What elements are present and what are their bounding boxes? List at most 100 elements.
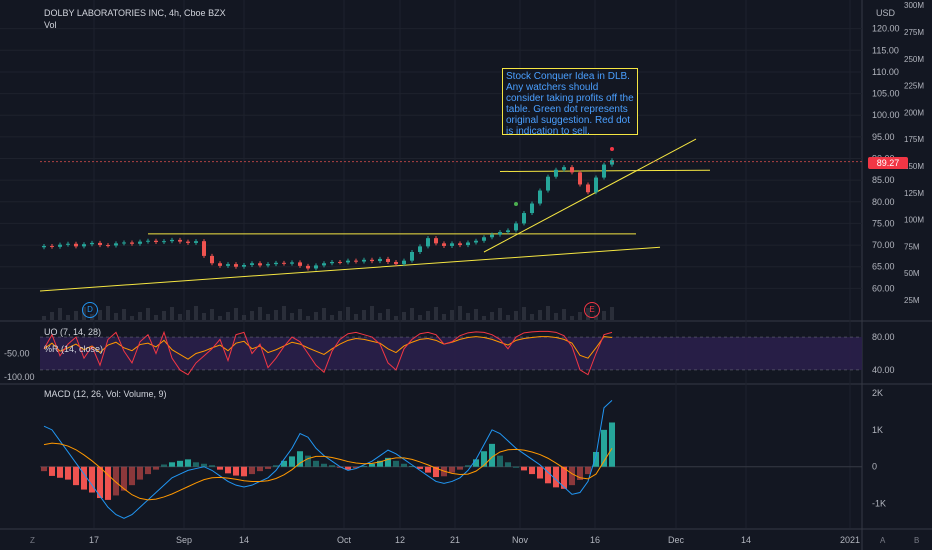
volume-bar [426,311,430,320]
candle [370,259,374,262]
candle [386,258,390,262]
candle [594,177,598,193]
event-marker-d[interactable]: D [82,302,98,318]
candle [66,243,70,245]
macd-histogram-bar [169,462,175,467]
candle [258,263,262,266]
macd-histogram-bar [417,466,423,469]
x-tick-label: Sep [176,535,192,545]
volume-bar [506,315,510,320]
macd-histogram-bar [369,463,375,467]
candle [138,241,142,244]
volume-bar [450,310,454,320]
suggestion-dot [514,201,518,206]
macd-histogram-bar [129,466,135,486]
macd-histogram-bar [409,465,415,467]
volume-bar [138,312,142,320]
price-tick-label: 80.00 [872,197,895,207]
osc-right-tick: 80.00 [872,332,895,342]
volume-bar [410,308,414,320]
z-icon[interactable]: Z [30,536,35,545]
macd-tick-label: 0 [872,462,877,472]
b-icon[interactable]: B [914,536,920,545]
volume-bar [538,310,542,320]
macd-histogram-bar [545,466,551,484]
macd-histogram-bar [345,466,351,470]
volume-bar [50,312,54,320]
candle [442,243,446,246]
uo-legend: UO (7, 14, 28) [44,327,102,337]
volume-bar [122,309,126,320]
volume-bar [178,314,182,320]
idea-annotation[interactable]: Stock Conquer Idea in DLB. Any watchers … [502,68,638,137]
macd-histogram-bar [561,466,567,489]
macd-histogram-bar [537,466,543,479]
candle [578,172,582,185]
candle [474,240,478,243]
x-tick-label: 16 [590,535,600,545]
volume-bar [354,314,358,320]
volume-bar [362,310,366,320]
volume-bar [298,309,302,320]
price-tick-label: 85.00 [872,175,895,185]
x-tick-label: 14 [239,535,249,545]
candle [490,234,494,238]
volume-bar [274,310,278,320]
event-marker-e[interactable]: E [584,302,600,318]
volume-bar [66,315,70,320]
volume-bar [370,306,374,320]
volume-bar [474,309,478,320]
volume-bar [74,311,78,320]
volume-bar [490,312,494,320]
a-icon[interactable]: A [880,536,886,545]
candle [274,262,278,265]
candle [298,262,302,266]
candle [162,241,166,243]
volume-bar [554,313,558,320]
macd-histogram-bar [473,459,479,467]
macd-histogram-bar [313,460,319,467]
macd-histogram-bar [65,466,71,480]
volume-bar [194,306,198,320]
osc-right-tick: 40.00 [872,365,895,375]
x-tick-label: Nov [512,535,529,545]
macd-histogram-bar [569,466,575,486]
macd-histogram-bar [113,466,119,496]
volume-tick-label: 225M [904,82,924,91]
macd-histogram-bar [297,451,303,467]
macd-tick-label: 1K [872,425,883,435]
chart-title: DOLBY LABORATORIES INC, 4h, Cboe BZX [44,8,226,18]
volume-bar [522,307,526,320]
volume-bar [114,313,118,320]
last-price-tag: 89.27 [868,157,908,169]
price-tick-label: 65.00 [872,262,895,272]
wr-line [43,330,613,376]
candle [314,265,318,269]
candle [90,242,94,245]
candle [154,240,158,243]
macd-histogram-bar [497,455,503,467]
macd-histogram-bar [305,455,311,467]
macd-histogram-bar [505,462,511,467]
candle [498,232,502,235]
candle [562,167,566,170]
volume-tick-label: 150M [904,162,924,171]
price-tick-label: 75.00 [872,218,895,228]
macd-histogram-bar [521,466,527,471]
macd-histogram-bar [217,466,223,470]
candle [570,167,574,173]
volume-bar [330,315,334,320]
candle [282,262,286,264]
x-tick-label: 14 [741,535,751,545]
macd-histogram-bar [185,459,191,467]
volume-bar [146,308,150,320]
candle [50,245,54,247]
osc-left-tick: -50.00 [4,349,30,359]
volume-bar [106,306,110,320]
volume-bar [546,306,550,320]
macd-histogram-bar [377,460,383,467]
volume-tick-label: 75M [904,242,920,251]
volume-bar [282,306,286,320]
candle [522,213,526,224]
macd-histogram-bar [105,466,111,500]
